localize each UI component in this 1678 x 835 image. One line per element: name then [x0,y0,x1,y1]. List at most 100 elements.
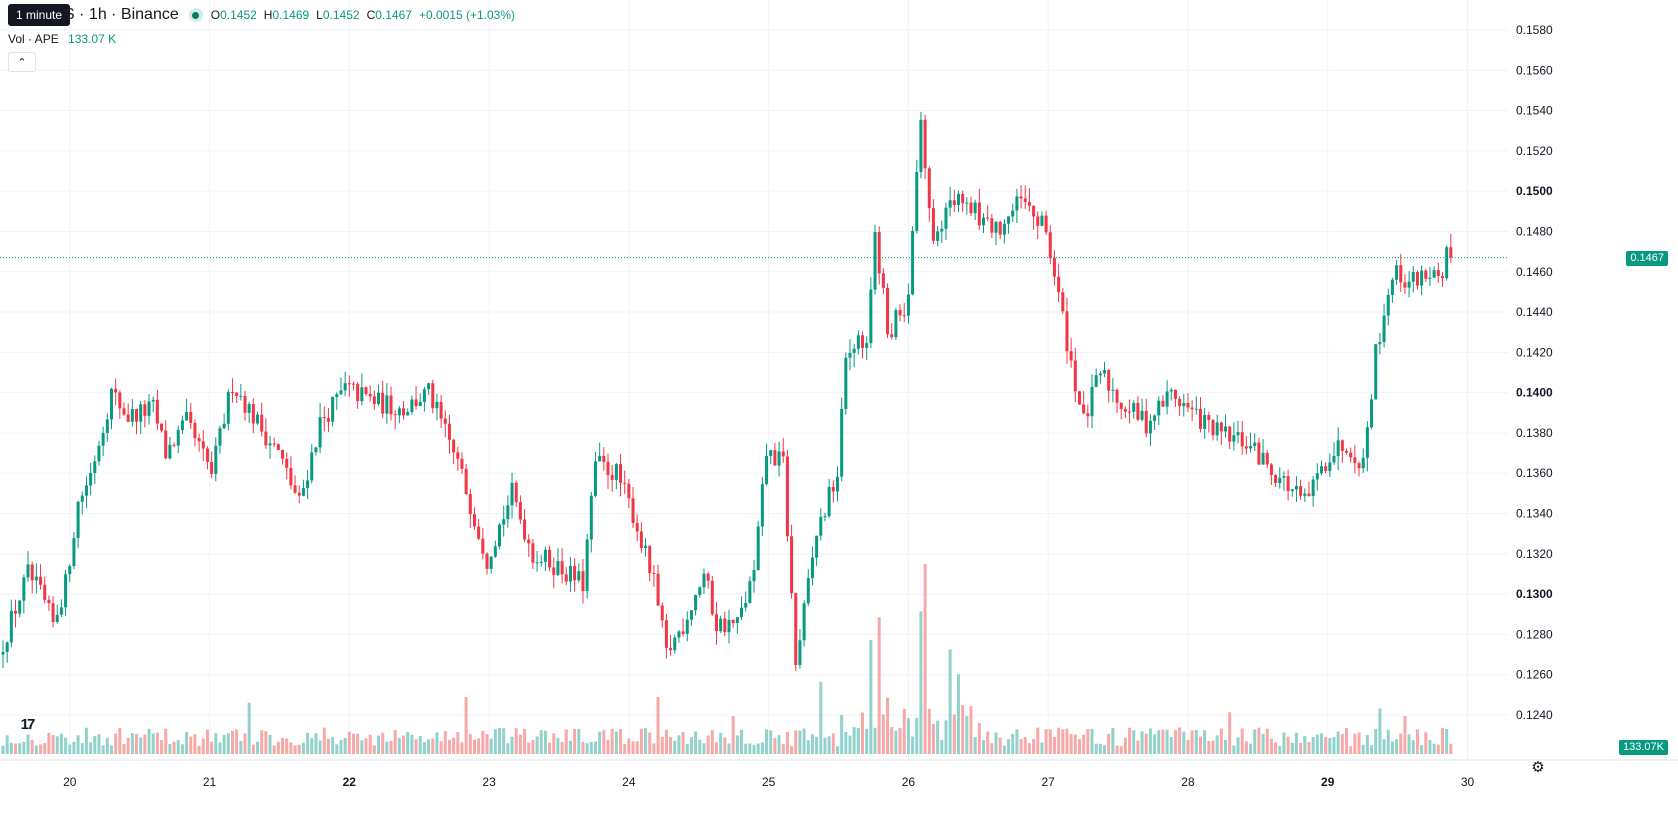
volume-bar [193,734,197,754]
candle-body [1148,420,1152,434]
volume-bar [598,731,602,754]
volume-bar [986,731,990,754]
volume-bar [1445,728,1449,754]
volume-bar [147,728,151,754]
candle-body [481,538,485,554]
volume-bar [406,732,410,754]
candle-body [1390,279,1394,295]
volume-bar [1194,730,1198,754]
candle-body [927,168,931,209]
candle-body [18,600,22,614]
volume-bar [260,730,264,754]
candle-body [1203,415,1207,429]
candle-body [477,526,481,539]
volume-bar [160,740,164,754]
volume-bar [835,746,839,754]
market-status-icon[interactable] [188,8,203,22]
volume-bar [685,743,689,754]
volume-bar [723,737,727,754]
volume-bar [297,744,301,754]
volume-bar [1023,736,1027,754]
candle-body [410,399,414,412]
candle-body [1036,216,1040,226]
candle-body [965,202,969,204]
candle-body [577,571,581,581]
tradingview-logo-icon[interactable]: 17 [20,715,36,733]
candle-body [168,444,172,459]
time-axis-tick: 20 [63,775,77,789]
volume-bar [660,736,664,754]
volume-bar [1094,743,1098,754]
volume-bar [264,731,268,754]
volume-bar [627,738,631,754]
candle-body [1420,270,1424,286]
candle-body [568,565,572,582]
current-price-label: 0.1467 [1626,250,1668,266]
volume-bar [961,705,965,754]
candle-body [1198,408,1202,429]
settings-gear-icon[interactable]: ⚙ [1531,759,1545,776]
time-axis-tick: 24 [622,775,636,789]
candle-body [1319,466,1323,474]
candle-body [1144,410,1148,434]
candle-body [894,310,898,338]
volume-bar [1148,728,1152,754]
volume-bar [769,730,773,754]
volume-bar [606,739,610,754]
volume-bar [973,737,977,754]
volume-bar [664,729,668,754]
collapse-legend-button[interactable]: ⌃ [8,52,36,72]
candle-body [1178,398,1182,407]
volume-bar [464,697,468,754]
volume-bar [427,739,431,754]
candle-body [639,531,643,548]
candle-body [1353,457,1357,464]
candle-body [881,273,885,288]
candle-body [1182,403,1186,407]
price-axis[interactable]: 0.1580 0.1560 0.1540 0.1520 0.1500 0.1480 0.14… [1516,23,1553,722]
volume-bar [26,734,30,754]
candle-body [1411,272,1415,282]
candle-body [34,576,38,581]
volume-bar [777,735,781,754]
candle-body [781,451,785,457]
volume-bar [435,732,439,754]
candle-body [143,404,147,416]
candle-body [1294,485,1298,490]
candle-body [765,455,769,485]
candle-body [230,392,234,394]
time-axis[interactable]: 20 21 22 23 24 25 26 27 28 29 30 [0,759,1678,789]
volume-bar [902,708,906,754]
price-change: +0.0015 (+1.03%) [418,8,516,22]
price-axis-tick: 0.1520 [1516,144,1553,158]
candle-body [1303,493,1307,496]
volume-bar [1336,731,1340,754]
candle-body [773,450,777,466]
volume-bar [1178,727,1182,754]
volume-bar [815,736,819,754]
candle-body [105,419,109,433]
volume-bar [18,743,22,754]
volume-bar [84,727,88,754]
volume-bar [34,745,38,754]
volume-bar [1403,716,1407,754]
volume-bar [109,745,113,754]
volume-bar [122,744,126,754]
volume-bar [1165,729,1169,754]
volume-bar [998,737,1002,754]
volume-bar [706,735,710,754]
volume-bar [1182,731,1186,754]
candle-body [256,414,260,424]
volume-bar [1303,736,1307,754]
volume-bar [189,736,193,754]
candle-body [385,395,389,414]
volume-bar [9,742,13,754]
volume-bar [890,727,894,754]
volume-bar [43,743,47,754]
candle-body [289,467,293,486]
price-axis-tick: 0.1260 [1516,668,1553,682]
volume-bar [1111,727,1115,754]
candle-body [527,539,531,544]
volume-bar [994,732,998,754]
